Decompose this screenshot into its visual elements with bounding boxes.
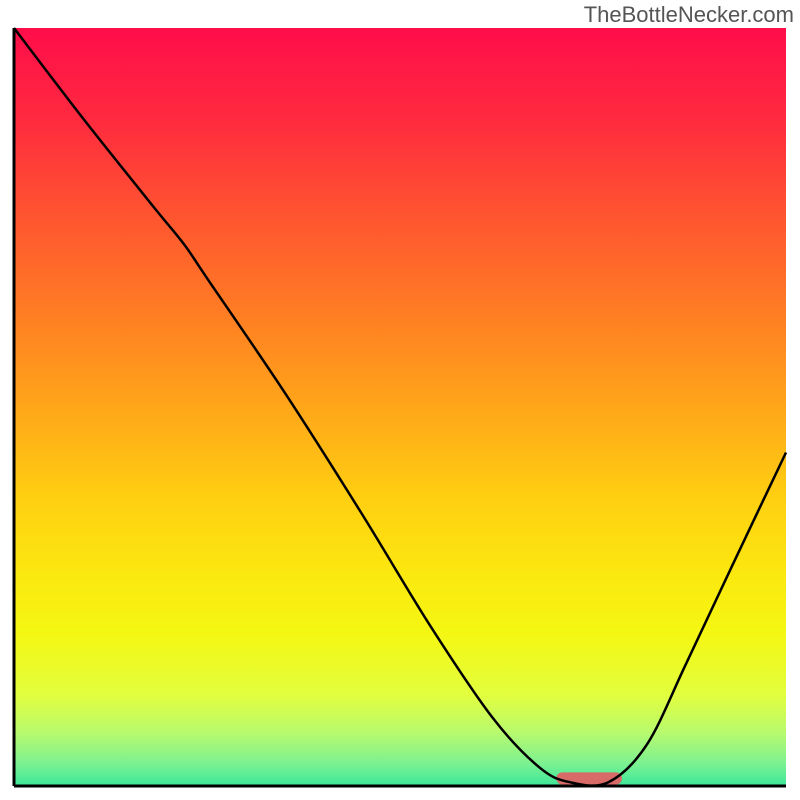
chart-container: TheBottleNecker.com <box>0 0 800 800</box>
optimal-marker <box>556 772 622 784</box>
watermark-text: TheBottleNecker.com <box>584 2 794 28</box>
plot-background <box>14 28 786 786</box>
bottleneck-chart <box>0 0 800 800</box>
